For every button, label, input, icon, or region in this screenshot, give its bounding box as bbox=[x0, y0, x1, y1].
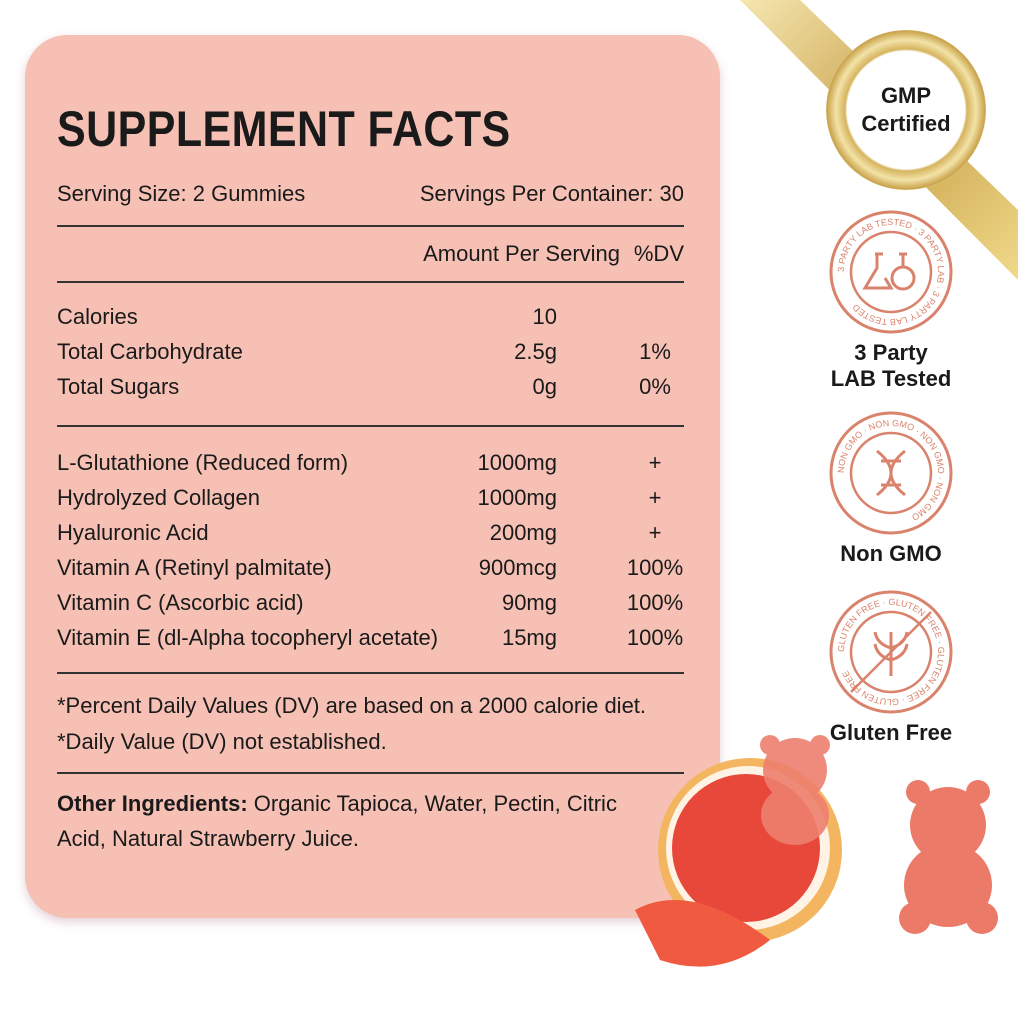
other-ingredients-label: Other Ingredients: bbox=[57, 791, 248, 816]
nutrient-dv: + bbox=[648, 450, 662, 475]
badge-label-line: Gluten Free bbox=[829, 720, 953, 745]
nutrient-amount: 900mcg bbox=[478, 555, 557, 580]
dv-header: %DV bbox=[633, 241, 684, 266]
divider bbox=[57, 425, 684, 427]
badge-ring-text: 3 PARTY LAB TESTED · 3 PARTY LAB · 3 PAR… bbox=[836, 217, 946, 327]
nutrient-dv: 100% bbox=[626, 555, 684, 580]
nutrient-name: Total Carbohydrate bbox=[57, 339, 243, 364]
badge-label-line: LAB Tested bbox=[830, 366, 952, 391]
page-title: SUPPLEMENT FACTS bbox=[57, 101, 511, 157]
badge-seal: 3 PARTY LAB TESTED · 3 PARTY LAB · 3 PAR… bbox=[829, 210, 953, 334]
badge-label: Gluten Free bbox=[801, 720, 981, 746]
footnote: *Percent Daily Values (DV) are based on … bbox=[57, 693, 647, 718]
nutrient-name: Vitamin E (dl-Alpha tocopheryl acetate) bbox=[57, 625, 439, 650]
other-ingredients-text: Organic Tapioca, Water, Pectin, Citric bbox=[247, 791, 617, 816]
gummy-bear-icon bbox=[899, 780, 998, 934]
nutrient-amount: 10 bbox=[532, 304, 557, 329]
nutrient-dv: 0% bbox=[639, 374, 671, 399]
gmp-seal: GMP Certified bbox=[826, 30, 986, 190]
wheat-crossed-icon bbox=[850, 611, 932, 693]
divider bbox=[57, 672, 684, 674]
nutrient-name: Vitamin A (Retinyl palmitate) bbox=[57, 555, 332, 580]
nutrient-amount: 0g bbox=[532, 374, 557, 399]
amount-header: Amount Per Serving bbox=[423, 241, 620, 266]
nutrient-amount: 2.5g bbox=[514, 339, 557, 364]
nutrient-amount: 15mg bbox=[501, 625, 557, 650]
nutrient-dv: + bbox=[648, 485, 662, 510]
nutrient-name: Total Sugars bbox=[57, 374, 180, 399]
seal-line1: GMP bbox=[880, 83, 932, 108]
supplement-facts-panel bbox=[25, 35, 720, 918]
divider bbox=[57, 281, 684, 283]
serving-size: Serving Size: 2 Gummies bbox=[57, 181, 306, 206]
nutrient-amount: 1000mg bbox=[477, 450, 557, 475]
seal-line2: Certified bbox=[861, 111, 951, 136]
flask-icon bbox=[862, 252, 916, 291]
nutrient-dv: + bbox=[648, 520, 662, 545]
servings-per-container: Servings Per Container: 30 bbox=[419, 181, 684, 206]
nutrient-amount: 200mg bbox=[489, 520, 557, 545]
badge-label: Non GMO bbox=[801, 541, 981, 567]
badge-label: 3 Party LAB Tested bbox=[801, 340, 981, 392]
other-ingredients-text: Acid, Natural Strawberry Juice. bbox=[57, 826, 359, 851]
badge-label-line: 3 Party bbox=[854, 340, 928, 365]
other-ingredients: Other Ingredients: Organic Tapioca, Wate… bbox=[57, 791, 617, 817]
nutrient-name: L-Glutathione (Reduced form) bbox=[57, 450, 349, 475]
nutrient-amount: 1000mg bbox=[477, 485, 557, 510]
nutrient-dv: 100% bbox=[626, 590, 684, 615]
nutrient-name: Hyaluronic Acid bbox=[57, 520, 209, 545]
badge-seal: NON GMO · NON GMO · NON GMO · NON GMO bbox=[829, 411, 953, 535]
nutrient-name: Calories bbox=[57, 304, 138, 329]
divider bbox=[57, 772, 684, 774]
dna-icon bbox=[876, 449, 906, 497]
product-image bbox=[635, 735, 998, 967]
nutrient-name: Vitamin C (Ascorbic acid) bbox=[57, 590, 304, 615]
gummy-bear-icon bbox=[760, 735, 830, 845]
nutrient-dv: 1% bbox=[639, 339, 671, 364]
nutrient-name: Hydrolyzed Collagen bbox=[57, 485, 260, 510]
footnote: *Daily Value (DV) not established. bbox=[57, 729, 387, 754]
badge-label-line: Non GMO bbox=[840, 541, 942, 566]
badge-seal: GLUTEN FREE · GLUTEN FREE · GLUTEN FREE … bbox=[829, 590, 953, 714]
divider bbox=[57, 225, 684, 227]
nutrient-dv: 100% bbox=[626, 625, 684, 650]
nutrient-amount: 90mg bbox=[501, 590, 557, 615]
